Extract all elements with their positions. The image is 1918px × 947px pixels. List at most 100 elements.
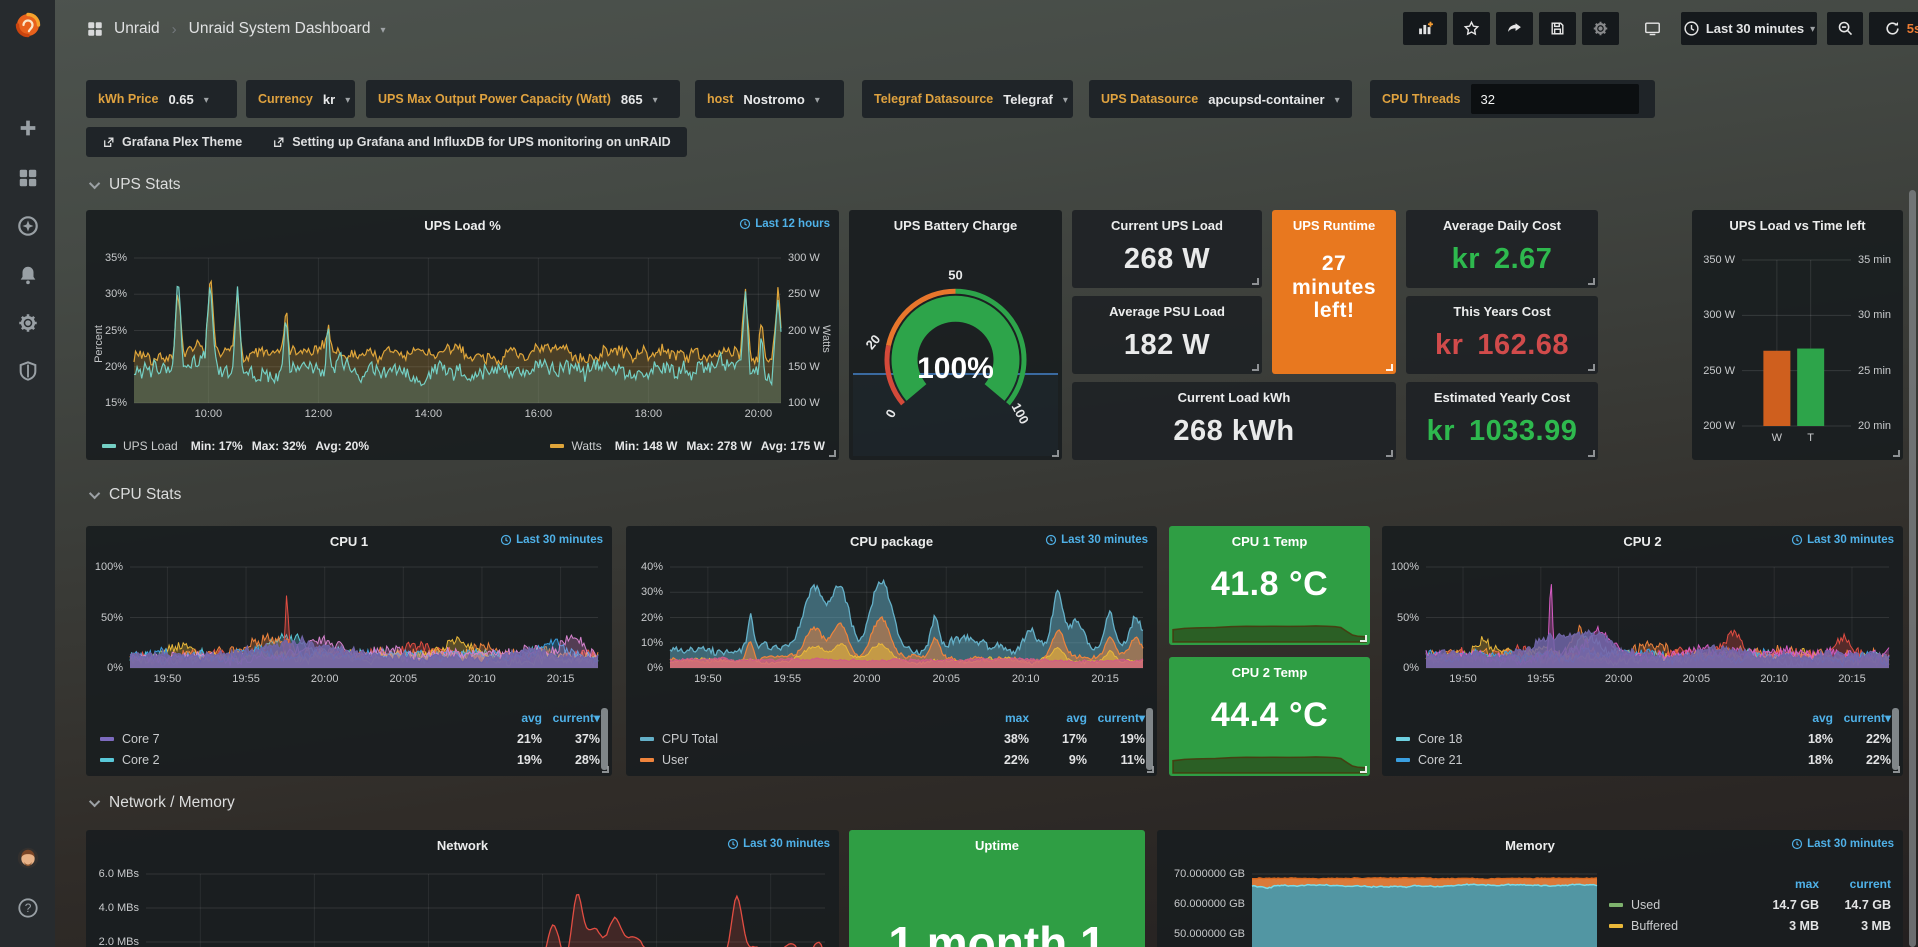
resize-handle[interactable] <box>1386 364 1393 371</box>
legend-sort-header[interactable]: current <box>1849 877 1891 891</box>
legend-series[interactable]: Core 7 21% 37% <box>100 728 600 749</box>
variable-host[interactable]: host Nostromo ▾ <box>695 80 844 118</box>
panel-title[interactable]: This Years Cost <box>1453 304 1551 319</box>
variable-value[interactable]: 0.65 <box>168 91 194 107</box>
variable-value[interactable]: Telegraf <box>1003 91 1053 107</box>
legend-series[interactable]: User 22% 9% 11% <box>640 749 1145 770</box>
resize-handle[interactable] <box>1588 364 1595 371</box>
add-panel-button[interactable] <box>1403 12 1447 45</box>
explore-icon[interactable] <box>16 214 40 238</box>
resize-handle[interactable] <box>1052 450 1059 457</box>
legend-series[interactable]: Watts Min: 148 W Max: 278 W Avg: 175 W <box>550 439 825 453</box>
share-button[interactable] <box>1496 12 1533 45</box>
legend-sort-header[interactable]: avg <box>1812 711 1833 725</box>
panel-title[interactable]: CPU 1 Temp <box>1231 534 1308 549</box>
time-range-tag[interactable]: Last 30 minutes <box>727 838 830 850</box>
resize-handle[interactable] <box>1147 766 1154 773</box>
network-chart[interactable]: 6.0 MBs 4.0 MBs 2.0 MBs <box>99 868 825 947</box>
alerting-icon[interactable] <box>16 263 40 287</box>
legend-series[interactable]: Core 21 18% 22% <box>1396 749 1891 770</box>
legend-series[interactable]: UPS Load Min: 17% Max: 32% Avg: 20% <box>102 439 369 453</box>
time-picker-button[interactable]: Last 30 minutes ▾ <box>1681 12 1817 45</box>
legend-scrollbar[interactable] <box>601 708 608 770</box>
breadcrumb-title[interactable]: Unraid System Dashboard <box>188 20 371 37</box>
settings-button[interactable] <box>1582 12 1619 45</box>
legend-sort-header[interactable]: max <box>1004 711 1029 725</box>
variable-currency[interactable]: Currency kr ▾ <box>246 80 355 118</box>
ups-load-chart[interactable]: 10:00 12:00 14:00 16:00 18:00 20:00 35% 30% 25% 2… <box>104 252 820 420</box>
section-ups-stats[interactable]: UPS Stats <box>88 176 181 194</box>
legend-series[interactable]: Core 2 19% 28% <box>100 749 600 770</box>
panel-title[interactable]: Network <box>436 838 489 853</box>
panel-title[interactable]: Uptime <box>974 838 1020 853</box>
legend-sort-header[interactable]: current▾ <box>552 711 600 725</box>
resize-handle[interactable] <box>1588 450 1595 457</box>
section-cpu-stats[interactable]: CPU Stats <box>88 486 181 504</box>
panel-title[interactable]: Estimated Yearly Cost <box>1433 390 1571 405</box>
cpu1-chart[interactable]: 19:50 19:55 20:00 20:05 20:10 20:15 100% 50% 0% <box>95 561 599 685</box>
legend-sort-header[interactable]: avg <box>521 711 542 725</box>
resize-handle[interactable] <box>1360 635 1367 642</box>
panel-title[interactable]: CPU 1 <box>329 534 369 549</box>
variable-ups-datasource[interactable]: UPS Datasource apcupsd-container ▾ <box>1089 80 1352 118</box>
panel-title[interactable]: UPS Battery Charge <box>893 218 1018 233</box>
variable-value[interactable]: Nostromo <box>743 91 805 107</box>
legend-sort-header[interactable]: max <box>1794 877 1819 891</box>
cpu-threads-input[interactable] <box>1470 84 1639 114</box>
breadcrumb-section[interactable]: Unraid <box>114 20 160 37</box>
dashboards-icon[interactable] <box>16 166 40 190</box>
resize-handle[interactable] <box>1588 278 1595 285</box>
save-button[interactable] <box>1539 12 1576 45</box>
link-grafana-plex-theme[interactable]: Grafana Plex Theme <box>102 135 242 149</box>
time-range-tag[interactable]: Last 12 hours <box>739 218 830 230</box>
legend-sort-header[interactable]: current▾ <box>1843 711 1891 725</box>
resize-handle[interactable] <box>1252 364 1259 371</box>
chevron-down-icon[interactable]: ▾ <box>380 24 386 36</box>
legend-series[interactable]: Buffered 3 MB 3 MB <box>1609 915 1891 936</box>
legend-series[interactable]: Used 14.7 GB 14.7 GB <box>1609 894 1891 915</box>
server-admin-icon[interactable] <box>16 359 40 383</box>
legend-sort-header[interactable]: current▾ <box>1097 711 1145 725</box>
panel-title[interactable]: Average PSU Load <box>1109 304 1225 319</box>
time-range-tag[interactable]: Last 30 minutes <box>1791 534 1894 546</box>
variable-value[interactable]: kr <box>322 91 336 107</box>
refresh-button[interactable]: 5s ▾ <box>1869 12 1918 45</box>
create-icon[interactable] <box>16 116 40 140</box>
ups-vs-time-chart[interactable]: 350 W 300 W 250 W 200 W 35 min 30 min 25 min 20… <box>1703 254 1892 444</box>
resize-handle[interactable] <box>602 766 609 773</box>
variable-telegraf-datasource[interactable]: Telegraf Datasource Telegraf ▾ <box>862 80 1073 118</box>
legend-series[interactable]: CPU Total 38% 17% 19% <box>640 728 1145 749</box>
resize-handle[interactable] <box>1252 278 1259 285</box>
panel-title[interactable]: CPU 2 <box>1623 534 1662 549</box>
legend-series[interactable]: Core 18 18% 22% <box>1396 728 1891 749</box>
zoom-out-button[interactable] <box>1827 12 1863 45</box>
panel-title[interactable]: CPU 2 Temp <box>1231 665 1308 680</box>
star-button[interactable] <box>1453 12 1490 45</box>
variable-value[interactable]: apcupsd-container <box>1208 91 1325 107</box>
time-range-tag[interactable]: Last 30 minutes <box>500 534 603 546</box>
panel-title[interactable]: Current Load kWh <box>1177 390 1291 405</box>
panel-title[interactable]: CPU package <box>849 534 934 549</box>
memory-chart[interactable]: 70.000000 GB 60.000000 GB 50.000000 GB <box>1174 868 1598 947</box>
resize-handle[interactable] <box>829 450 836 457</box>
variable-ups-max-power[interactable]: UPS Max Output Power Capacity (Watt) 865… <box>366 80 680 118</box>
resize-handle[interactable] <box>1893 450 1900 457</box>
panel-title[interactable]: Average Daily Cost <box>1442 218 1561 233</box>
cpu-package-chart[interactable]: 19:50 19:55 20:00 20:05 20:10 20:15 40% 30% 20% 1… <box>641 561 1144 685</box>
variable-kwh-price[interactable]: kWh Price 0.65 ▾ <box>86 80 237 118</box>
resize-handle[interactable] <box>1386 450 1393 457</box>
battery-gauge[interactable]: 0 20 50 100 <box>859 240 1052 430</box>
link-ups-monitoring-guide[interactable]: Setting up Grafana and InfluxDB for UPS … <box>272 135 671 149</box>
section-network-memory[interactable]: Network / Memory <box>88 794 235 812</box>
configuration-icon[interactable] <box>16 311 40 335</box>
resize-handle[interactable] <box>1360 766 1367 773</box>
legend-sort-header[interactable]: avg <box>1066 711 1087 725</box>
avatar[interactable] <box>16 846 40 870</box>
grafana-logo[interactable] <box>13 9 43 39</box>
help-icon[interactable]: ? <box>16 896 40 920</box>
variable-value[interactable]: 865 <box>620 91 643 107</box>
legend-scrollbar[interactable] <box>1892 708 1899 770</box>
cpu2-chart[interactable]: 19:50 19:55 20:00 20:05 20:10 20:15 100% 50% 0% <box>1391 561 1890 685</box>
tv-mode-button[interactable] <box>1633 12 1671 45</box>
time-range-tag[interactable]: Last 30 minutes <box>1791 838 1894 850</box>
